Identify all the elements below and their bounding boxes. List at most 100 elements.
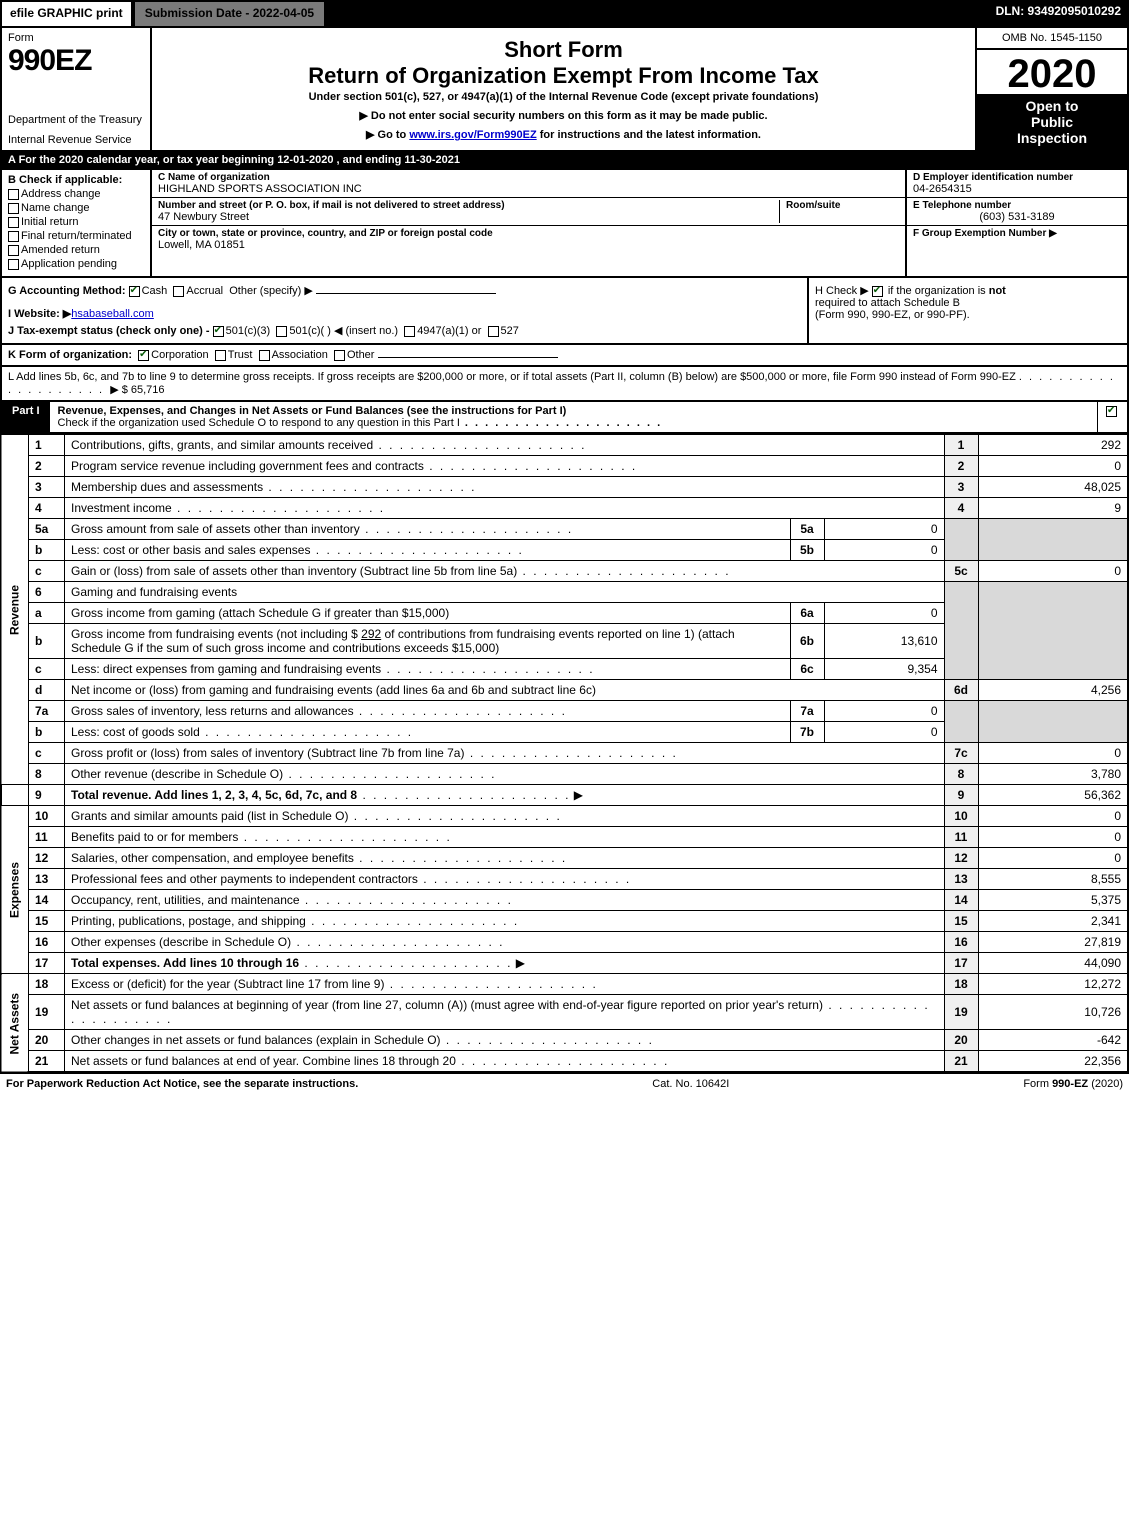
row-2: 2 Program service revenue including gove… [1,456,1128,477]
side-revenue: Revenue [1,435,29,785]
l-text: L Add lines 5b, 6c, and 7b to line 9 to … [8,371,1016,383]
r8-desc: Other revenue (describe in Schedule O) [65,764,945,785]
r4-num: 4 [29,498,65,519]
dots-icon [299,956,512,970]
other-org-input[interactable] [378,357,558,358]
r12-amt: 0 [978,848,1128,869]
dots-icon [238,830,451,844]
dots-icon [357,788,570,802]
row-18: Net Assets 18 Excess or (deficit) for th… [1,974,1128,995]
r7c-ln: 7c [944,743,978,764]
chk-schedule-o[interactable] [1106,406,1117,417]
r15-ln: 15 [944,911,978,932]
other-specify-input[interactable] [316,293,496,294]
header-mid: Short Form Return of Organization Exempt… [152,28,977,150]
row-13: 13 Professional fees and other payments … [1,869,1128,890]
row-6d: d Net income or (loss) from gaming and f… [1,680,1128,701]
col-def: D Employer identification number 04-2654… [907,170,1127,276]
chk-amended-return[interactable]: Amended return [8,244,144,256]
chk-initial-return[interactable]: Initial return [8,216,144,228]
paperwork-notice: For Paperwork Reduction Act Notice, see … [6,1078,358,1090]
row-8: 8 Other revenue (describe in Schedule O)… [1,764,1128,785]
r4-desc: Investment income [65,498,945,519]
side-expenses: Expenses [1,806,29,974]
dots-icon [373,438,586,452]
side-blank-9 [1,785,29,806]
527-label: 527 [501,325,519,337]
row-7a: 7a Gross sales of inventory, less return… [1,701,1128,722]
goto-post: for instructions and the latest informat… [537,129,761,141]
chk-association[interactable] [259,350,270,361]
chk-final-return[interactable]: Final return/terminated [8,230,144,242]
irs-link[interactable]: www.irs.gov/Form990EZ [409,129,536,141]
line-l: L Add lines 5b, 6c, and 7b to line 9 to … [0,367,1129,402]
r5b-desc-text: Less: cost or other basis and sales expe… [71,543,310,557]
topbar-spacer [326,0,987,28]
r8-desc-text: Other revenue (describe in Schedule O) [71,767,283,781]
r18-num: 18 [29,974,65,995]
submission-date-btn[interactable]: Submission Date - 2022-04-05 [133,0,326,28]
row-21: 21 Net assets or fund balances at end of… [1,1051,1128,1073]
r5b-iv: 0 [824,540,944,561]
col-c-org: C Name of organization HIGHLAND SPORTS A… [152,170,907,276]
dots-icon [384,977,597,991]
r19-desc: Net assets or fund balances at beginning… [65,995,945,1030]
r15-amt: 2,341 [978,911,1128,932]
chk-4947[interactable] [404,326,415,337]
r5b-num: b [29,540,65,561]
chk-application-pending-label: Application pending [21,258,117,270]
ghij-left: G Accounting Method: Cash Accrual Other … [2,278,807,343]
chk-application-pending[interactable]: Application pending [8,258,144,270]
part-i-title-text: Revenue, Expenses, and Changes in Net As… [58,405,567,417]
form-title: Return of Organization Exempt From Incom… [160,63,967,89]
r4-desc-text: Investment income [71,501,172,515]
chk-501c[interactable] [276,326,287,337]
r13-ln: 13 [944,869,978,890]
efile-graphic-print[interactable]: efile GRAPHIC print [0,0,133,28]
chk-trust[interactable] [215,350,226,361]
cash-label: Cash [142,285,168,297]
501c3-label: 501(c)(3) [226,325,271,337]
chk-527[interactable] [488,326,499,337]
r5a-il: 5a [790,519,824,540]
r11-ln: 11 [944,827,978,848]
dots-icon [310,543,523,557]
d-ein-label: D Employer identification number [913,172,1121,183]
r13-desc-text: Professional fees and other payments to … [71,872,418,886]
r7a-desc-text: Gross sales of inventory, less returns a… [71,704,354,718]
r6d-num: d [29,680,65,701]
chk-address-change[interactable]: Address change [8,188,144,200]
r6c-iv: 9,354 [824,659,944,680]
chk-amended-return-label: Amended return [21,244,100,256]
header-left: Form 990EZ Department of the Treasury In… [2,28,152,150]
open-line2: Public [1031,114,1073,130]
c-addr-row: Number and street (or P. O. box, if mail… [152,198,905,226]
r9-amt: 56,362 [978,785,1128,806]
form-word: Form [8,32,144,44]
chk-h[interactable] [872,286,883,297]
col-b-checkboxes: B Check if applicable: Address change Na… [2,170,152,276]
r19-amt: 10,726 [978,995,1128,1030]
row-5c: c Gain or (loss) from sale of assets oth… [1,561,1128,582]
r21-desc-text: Net assets or fund balances at end of ye… [71,1054,456,1068]
chk-cash[interactable] [129,286,140,297]
line-k: K Form of organization: Corporation Trus… [0,345,1129,367]
r21-ln: 21 [944,1051,978,1073]
chk-other-org[interactable] [334,350,345,361]
chk-accrual[interactable] [173,286,184,297]
r13-desc: Professional fees and other payments to … [65,869,945,890]
k-label: K Form of organization: [8,349,132,361]
r6-num: 6 [29,582,65,603]
r14-amt: 5,375 [978,890,1128,911]
r12-desc-text: Salaries, other compensation, and employ… [71,851,354,865]
r20-amt: -642 [978,1030,1128,1051]
r7c-amt: 0 [978,743,1128,764]
chk-501c3[interactable] [213,326,224,337]
l-arrow-amt: ▶ $ 65,716 [110,384,164,396]
chk-corporation[interactable] [138,350,149,361]
row-16: 16 Other expenses (describe in Schedule … [1,932,1128,953]
form-ref-pre: Form [1023,1078,1052,1090]
website-link[interactable]: hsabaseball.com [71,308,154,320]
chk-name-change[interactable]: Name change [8,202,144,214]
r19-num: 19 [29,995,65,1030]
